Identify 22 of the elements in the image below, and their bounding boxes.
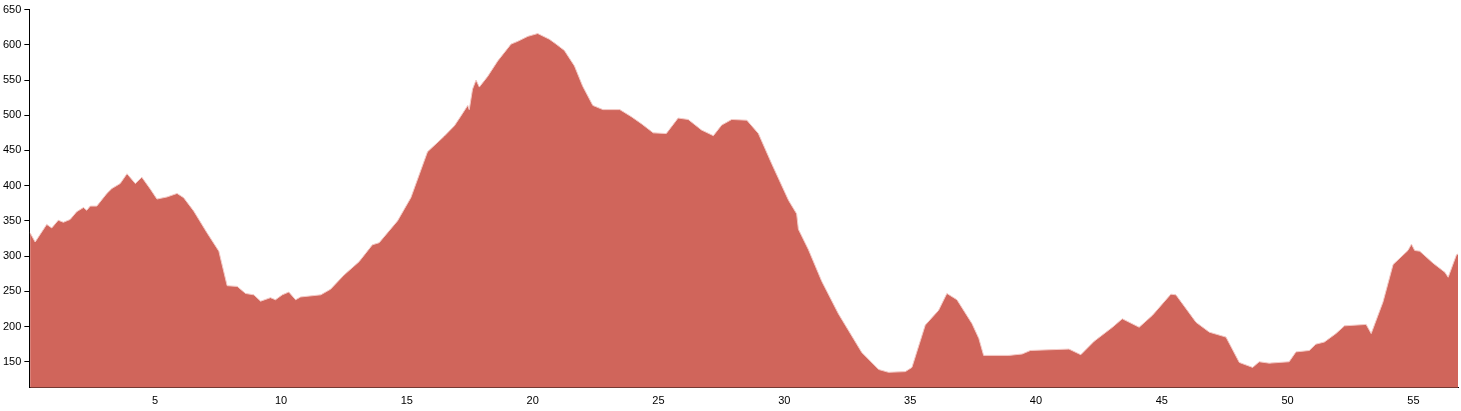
y-tick-label: 150 — [2, 354, 22, 367]
x-tick-label: 55 — [1407, 394, 1420, 407]
y-tick-label: 600 — [2, 37, 22, 50]
x-tick-label: 50 — [1281, 394, 1294, 407]
x-tick-label: 10 — [274, 394, 288, 407]
x-tick-label: 45 — [1155, 394, 1168, 407]
x-tick-label: 20 — [526, 394, 539, 407]
x-tick-label: 15 — [400, 394, 413, 407]
x-tick-label: 25 — [652, 394, 665, 407]
y-tick-label: 550 — [2, 73, 22, 86]
x-tick-label: 5 — [152, 394, 159, 407]
y-tick-label: 350 — [2, 213, 22, 226]
x-tick-label: 40 — [1029, 394, 1043, 407]
y-tick-label: 300 — [2, 249, 22, 262]
y-tick-label: 400 — [2, 178, 22, 191]
x-tick-label: 35 — [904, 394, 917, 407]
y-tick-label: 250 — [2, 284, 22, 297]
y-tick-label: 500 — [2, 108, 22, 121]
x-tick-label: 30 — [778, 394, 791, 407]
y-tick-label: 650 — [2, 2, 22, 15]
y-tick-label: 450 — [2, 143, 22, 156]
y-tick-label: 200 — [2, 319, 22, 332]
